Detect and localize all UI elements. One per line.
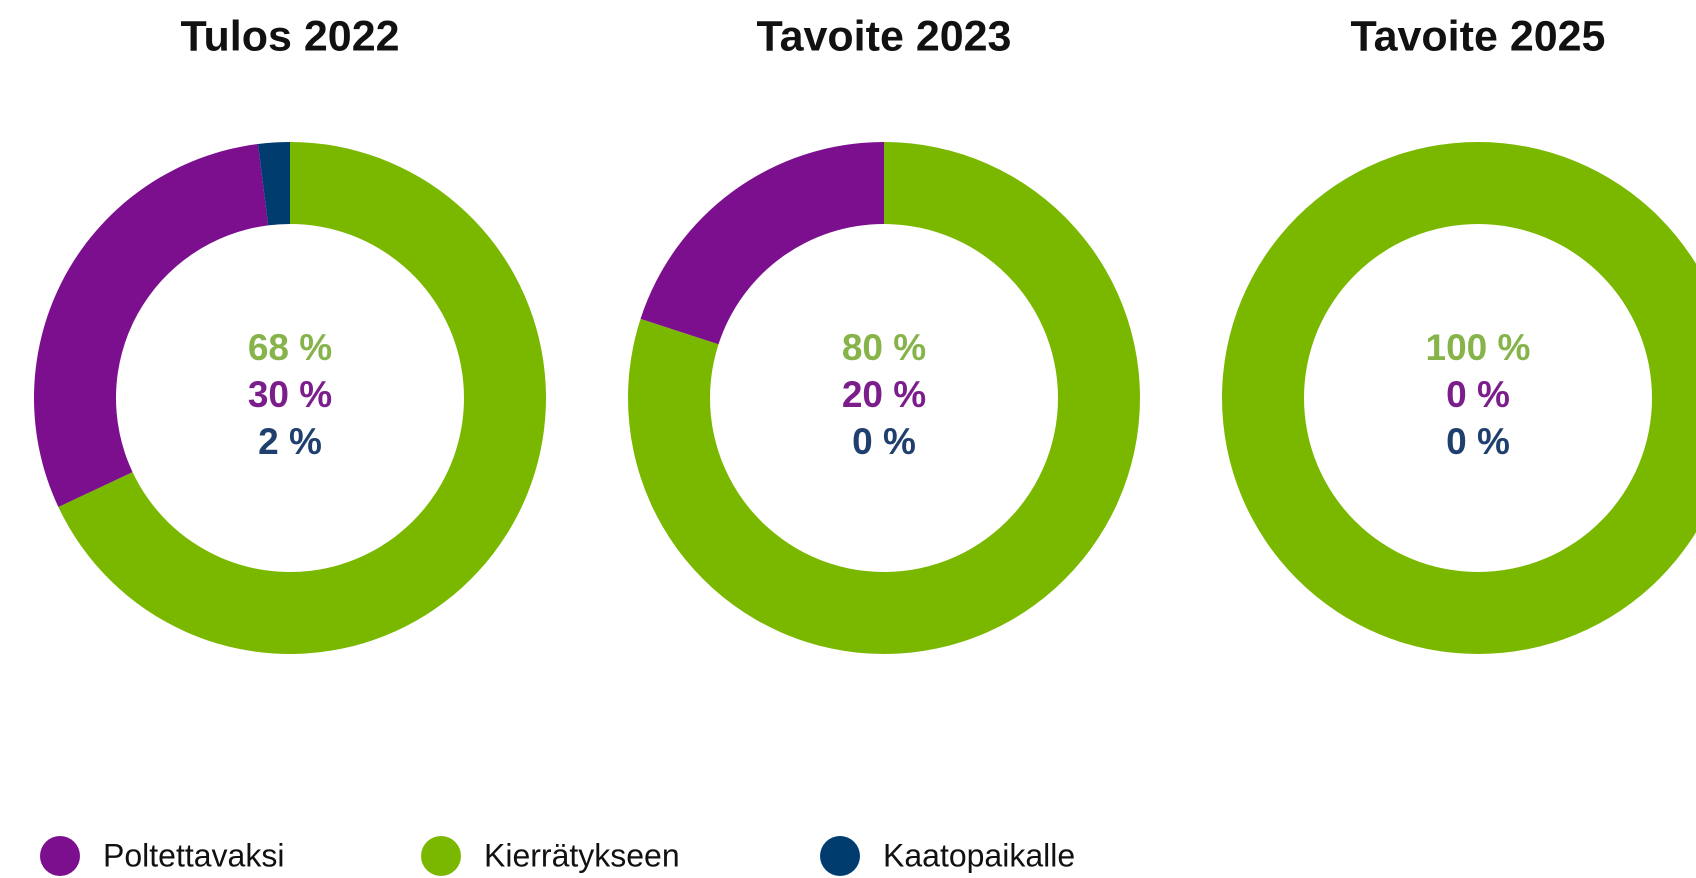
chart-title: Tavoite 2023 — [757, 12, 1012, 60]
chart-title: Tavoite 2025 — [1351, 12, 1606, 60]
center-value-label: 80 % — [842, 327, 926, 368]
center-value-label: 68 % — [248, 327, 332, 368]
legend-swatch — [820, 836, 860, 876]
center-value-label: 20 % — [842, 374, 926, 415]
legend-label: Poltettavaksi — [103, 837, 284, 873]
center-value-label: 2 % — [258, 421, 322, 462]
legend-label: Kaatopaikalle — [883, 837, 1075, 873]
donut-slice — [58, 142, 547, 654]
legend-swatch — [40, 836, 80, 876]
chart-title: Tulos 2022 — [180, 12, 399, 60]
donut-slice — [640, 142, 884, 345]
center-value-label: 30 % — [248, 374, 332, 415]
legend-swatch — [421, 836, 461, 876]
center-value-label: 0 % — [852, 421, 916, 462]
center-value-label: 0 % — [1446, 421, 1510, 462]
center-value-label: 100 % — [1426, 327, 1531, 368]
donut-slice — [1222, 142, 1696, 654]
donut-slice — [628, 142, 1140, 654]
donut-slice — [33, 144, 269, 507]
donut-slice — [257, 142, 290, 226]
legend-label: Kierrätykseen — [484, 837, 680, 873]
center-value-label: 0 % — [1446, 374, 1510, 415]
